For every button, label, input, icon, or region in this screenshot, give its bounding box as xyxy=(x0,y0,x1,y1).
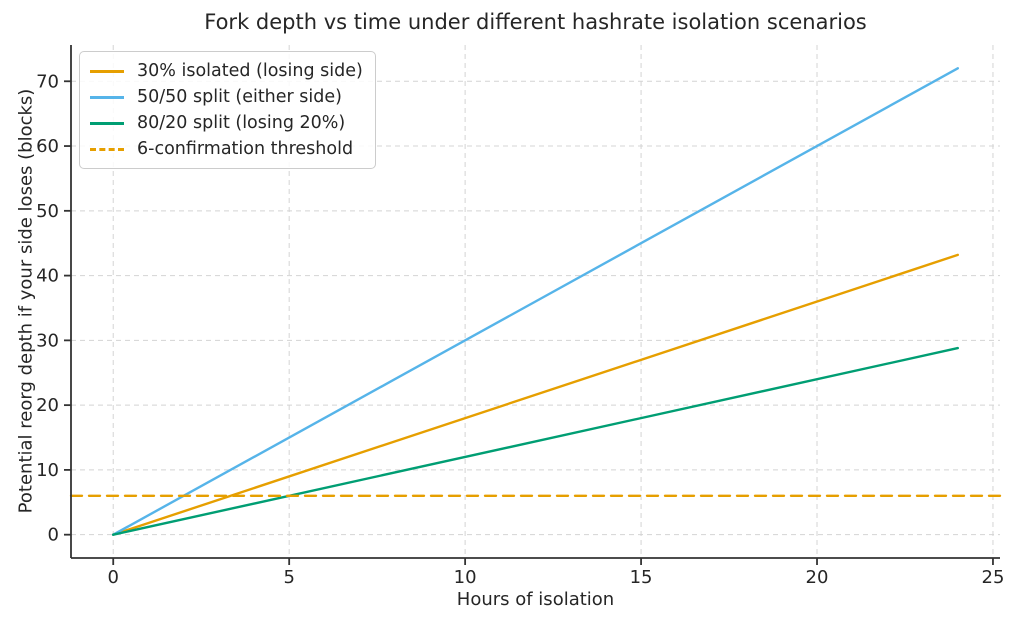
legend-dashed-line-sample xyxy=(90,147,124,151)
legend-item-label: 30% isolated (losing side) xyxy=(137,61,363,81)
legend: 30% isolated (losing side) 50/50 split (e… xyxy=(79,51,376,169)
series-line-80-20-split-losing-20 xyxy=(111,346,959,536)
series-line-30-isolated-losing-side xyxy=(111,253,959,536)
y-tick-label: 20 xyxy=(36,395,59,416)
y-tick-label: 10 xyxy=(36,460,59,481)
legend-item-label: 50/50 split (either side) xyxy=(137,87,342,107)
y-tick-label: 70 xyxy=(36,71,59,92)
legend-item-80-20-split-losing-20: 80/20 split (losing 20%) xyxy=(90,110,363,136)
y-tick-label: 30 xyxy=(36,330,59,351)
x-tick-label: 20 xyxy=(806,567,829,588)
legend-line-sample xyxy=(90,95,124,99)
chart-title: Fork depth vs time under different hashr… xyxy=(204,10,867,34)
x-tick-label: 0 xyxy=(108,567,119,588)
legend-item-label: 6-confirmation threshold xyxy=(137,139,354,159)
series-line-50-50-split-either-side xyxy=(111,67,959,536)
y-tick-label: 0 xyxy=(48,525,59,546)
legend-line-sample xyxy=(90,121,124,125)
legend-line-sample xyxy=(90,69,124,73)
x-axis-label: Hours of isolation xyxy=(456,589,615,610)
y-axis-label: Potential reorg depth if your side loses… xyxy=(15,88,37,514)
x-tick-label: 5 xyxy=(283,567,294,588)
x-tick-label: 25 xyxy=(982,567,1005,588)
y-tick-label: 50 xyxy=(36,201,59,222)
legend-item-30-isolated-losing-side: 30% isolated (losing side) xyxy=(90,58,363,84)
legend-item-6-confirmation-threshold: 6-confirmation threshold xyxy=(90,136,363,162)
y-tick-label: 60 xyxy=(36,136,59,157)
x-tick-label: 10 xyxy=(454,567,477,588)
y-tick-label: 40 xyxy=(36,266,59,287)
legend-item-label: 80/20 split (losing 20%) xyxy=(137,113,346,133)
x-tick-label: 15 xyxy=(630,567,653,588)
legend-item-50-50-split-either-side: 50/50 split (either side) xyxy=(90,84,363,110)
